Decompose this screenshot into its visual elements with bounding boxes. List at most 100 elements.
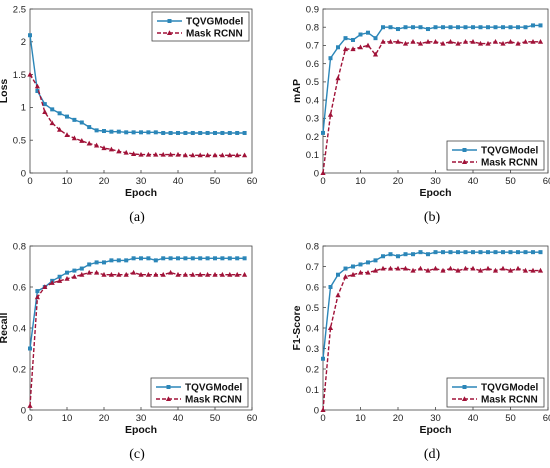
data-point — [357, 269, 364, 275]
data-point — [42, 109, 48, 114]
data-point — [234, 152, 240, 158]
data-point — [485, 265, 491, 271]
legend-label: TQVGModel — [185, 383, 242, 394]
series-mask-rcnn — [27, 71, 248, 158]
data-point — [235, 256, 240, 261]
data-point — [441, 250, 445, 255]
data-point — [493, 250, 498, 255]
data-point — [395, 265, 401, 271]
series-line — [29, 257, 245, 349]
data-point — [27, 71, 33, 77]
series-tqvgmodel — [28, 256, 247, 351]
y-tick-label: 0 — [314, 168, 319, 179]
data-point — [455, 267, 461, 273]
data-point — [417, 265, 424, 271]
data-point — [153, 151, 159, 157]
legend-box — [150, 377, 249, 408]
data-point — [145, 271, 151, 277]
x-tick-label: 20 — [393, 413, 404, 424]
data-point — [190, 130, 195, 135]
data-point — [426, 27, 430, 32]
data-point — [227, 152, 233, 158]
x-tick-label: 0 — [320, 176, 325, 187]
data-point — [205, 271, 211, 277]
data-point — [531, 250, 535, 255]
data-point — [321, 130, 325, 135]
data-point — [327, 111, 334, 117]
data-point — [336, 272, 340, 277]
data-point — [515, 265, 521, 271]
data-point — [190, 152, 196, 158]
x-tick-label: 40 — [173, 413, 184, 424]
data-point — [366, 30, 370, 35]
data-point — [388, 252, 393, 257]
data-point — [72, 268, 77, 273]
x-tick-label: 20 — [99, 176, 110, 187]
data-point — [182, 152, 188, 158]
data-point — [87, 262, 92, 267]
legend-label: TQVGModel — [481, 383, 538, 394]
data-point — [410, 267, 416, 273]
x-tick-label: 50 — [505, 413, 516, 424]
data-point — [448, 25, 453, 30]
y-axis-label: mAP — [291, 79, 303, 103]
data-point — [381, 25, 385, 30]
y-tick-label: 0.6 — [306, 59, 319, 70]
legend-label: Mask RCNN — [481, 395, 538, 406]
data-point — [493, 25, 498, 30]
legend-marker — [166, 385, 171, 389]
data-point — [123, 271, 129, 277]
panel-caption: (c) — [129, 447, 145, 462]
data-point — [102, 129, 106, 134]
data-point — [516, 25, 520, 30]
data-point — [109, 258, 114, 263]
data-point — [335, 292, 341, 298]
legend-label: Mask RCNN — [185, 395, 242, 406]
data-point — [205, 256, 210, 261]
data-point — [343, 266, 348, 271]
data-point — [79, 138, 85, 143]
series-line — [322, 251, 541, 359]
data-point — [425, 267, 431, 273]
data-point — [522, 267, 529, 273]
y-tick-label: 0.1 — [306, 150, 319, 161]
x-tick-label: 0 — [320, 413, 325, 424]
data-point — [492, 39, 499, 44]
y-tick-label: 0.9 — [306, 4, 319, 15]
data-point — [432, 39, 439, 44]
y-tick-label: 0.2 — [306, 132, 319, 143]
data-point — [320, 170, 326, 175]
y-tick-label: 0.1 — [306, 385, 319, 396]
x-tick-label: 60 — [247, 413, 258, 424]
y-tick-label: 0.5 — [306, 303, 319, 314]
data-point — [402, 40, 409, 46]
data-point — [523, 25, 528, 30]
data-point — [381, 254, 385, 259]
data-point — [168, 256, 173, 261]
data-point — [102, 260, 106, 265]
data-point — [501, 250, 505, 255]
data-point — [531, 23, 535, 28]
data-point — [342, 273, 349, 279]
panel-caption: (a) — [129, 210, 145, 225]
data-point — [57, 111, 62, 116]
x-tick-label: 30 — [136, 413, 147, 424]
data-point — [175, 151, 181, 157]
data-point — [447, 39, 454, 44]
data-point — [456, 250, 460, 255]
data-point — [372, 267, 379, 273]
legend-label: TQVGModel — [481, 146, 538, 157]
x-tick-label: 0 — [27, 413, 32, 424]
data-point — [212, 152, 218, 158]
legend-label: Mask RCNN — [186, 29, 243, 40]
data-point — [124, 130, 129, 135]
data-point — [71, 273, 77, 279]
panel-d: 0 10 20 30 40 50 60 0 0.1 0.2 0.3 0.4 0.5 0.6 0.7 0.8 Ep… — [291, 241, 550, 462]
legend-box — [151, 11, 250, 42]
y-tick-label: 2.5 — [13, 4, 26, 15]
data-point — [138, 271, 144, 277]
legend-marker — [462, 148, 467, 152]
y-tick-label: 0.6 — [13, 282, 26, 293]
data-point — [153, 258, 158, 263]
data-point — [219, 152, 225, 158]
